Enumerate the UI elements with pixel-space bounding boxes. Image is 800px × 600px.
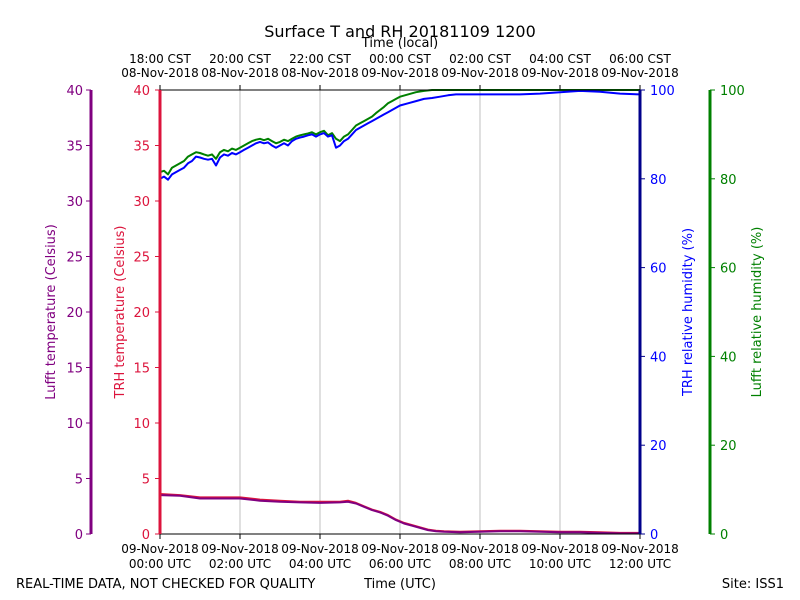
bottom-tick-label-date: 09-Nov-2018 [601, 542, 679, 556]
axis-lufft-rh: 0 20 40 60 80 100 Lufft relative humidity (%) [708, 84, 765, 543]
axis-trh-temp: 0 5 10 15 20 25 30 35 40 TRH temperature (Celsius… [113, 84, 162, 543]
top-axis-label: Time (local) [361, 36, 438, 51]
trh-rh-tick-label: 60 [650, 262, 667, 277]
top-tick-label-time: 02:00 CST [449, 52, 511, 66]
top-tick-label-time: 20:00 CST [209, 52, 271, 66]
lufft-temp-tick-label: 40 [66, 84, 83, 99]
trh-temp-tick-label: 5 [142, 473, 150, 488]
lufft-temp-tick-label: 15 [66, 362, 83, 377]
bottom-tick-label-date: 09-Nov-2018 [441, 542, 519, 556]
lufft-temp-tick-label: 0 [75, 528, 83, 543]
lufft-temp-tick-label: 35 [66, 140, 83, 155]
trh-temp-tick-label: 35 [133, 140, 150, 155]
bottom-tick-label-date: 09-Nov-2018 [521, 542, 599, 556]
trh-temp-tick-label: 0 [142, 528, 150, 543]
trh-rh-axis-label: TRH relative humidity (%) [681, 228, 696, 397]
trh-temp-axis-label: TRH temperature (Celsius) [113, 226, 128, 400]
bottom-tick-label-time: 00:00 UTC [129, 557, 191, 571]
bottom-tick-label-date: 09-Nov-2018 [281, 542, 359, 556]
lufft-temp-tick-label: 20 [66, 306, 83, 321]
bottom-tick-label-time: 06:00 UTC [369, 557, 431, 571]
bottom-tick-label-date: 09-Nov-2018 [361, 542, 439, 556]
top-tick-label-time: 00:00 CST [369, 52, 431, 66]
lufft-rh-tick-label: 80 [720, 173, 737, 188]
trh-temp-tick-label: 25 [133, 251, 150, 266]
series-trh-rh-line [159, 89, 641, 181]
series-lufft-temp-line [159, 494, 640, 535]
bottom-tick-label-date: 09-Nov-2018 [201, 542, 279, 556]
trh-temp-tick-label: 15 [133, 362, 150, 377]
lufft-rh-tick-label: 20 [720, 439, 737, 454]
bottom-tick-label-time: 08:00 UTC [449, 557, 511, 571]
lufft-temp-tick-label: 10 [66, 417, 83, 432]
top-tick-label-date: 08-Nov-2018 [281, 66, 359, 80]
trh-temp-tick-label: 20 [133, 306, 150, 321]
bottom-tick-label-time: 04:00 UTC [289, 557, 351, 571]
top-tick-label-date: 08-Nov-2018 [121, 66, 199, 80]
top-tick-label-date: 09-Nov-2018 [361, 66, 439, 80]
bottom-tick-label-date: 09-Nov-2018 [121, 542, 199, 556]
trh-rh-tick-label: 80 [650, 173, 667, 188]
bottom-axis-label: Time (UTC) [363, 577, 436, 592]
gridlines [239, 90, 561, 534]
lufft-rh-tick-label: 60 [720, 262, 737, 277]
top-tick-label-date: 09-Nov-2018 [601, 66, 679, 80]
lufft-rh-tick-label: 100 [720, 84, 745, 99]
series-layer [159, 89, 641, 535]
trh-temp-tick-label: 40 [133, 84, 150, 99]
lufft-temp-axis-label: Lufft temperature (Celsius) [44, 224, 59, 400]
top-tick-label-time: 04:00 CST [529, 52, 591, 66]
trh-temp-tick-label: 10 [133, 417, 150, 432]
top-tick-label-date: 09-Nov-2018 [441, 66, 519, 80]
axis-lufft-temp: 0 5 10 15 20 25 30 35 40 Lufft temperature (Celsi… [44, 84, 93, 543]
trh-rh-tick-label: 100 [650, 84, 675, 99]
lufft-rh-tick-label: 0 [720, 528, 728, 543]
chart-title: Surface T and RH 20181109 1200 [264, 22, 536, 41]
lufft-temp-tick-label: 30 [66, 195, 83, 210]
top-tick-label-time: 18:00 CST [129, 52, 191, 66]
trh-rh-tick-label: 0 [650, 528, 658, 543]
lufft-temp-tick-label: 5 [75, 473, 83, 488]
top-tick-label-time: 06:00 CST [609, 52, 671, 66]
quality-disclaimer: REAL-TIME DATA, NOT CHECKED FOR QUALITY [16, 577, 315, 592]
lufft-temp-tick-label: 25 [66, 251, 83, 266]
bottom-tick-label-time: 02:00 UTC [209, 557, 271, 571]
lufft-rh-tick-label: 40 [720, 350, 737, 365]
trh-temp-tick-label: 30 [133, 195, 150, 210]
bottom-tick-label-time: 12:00 UTC [609, 557, 671, 571]
top-tick-label-date: 09-Nov-2018 [521, 66, 599, 80]
trh-rh-tick-label: 20 [650, 439, 667, 454]
lufft-rh-axis-label: Lufft relative humidity (%) [750, 227, 765, 398]
top-tick-label-time: 22:00 CST [289, 52, 351, 66]
bottom-tick-label-time: 10:00 UTC [529, 557, 591, 571]
trh-rh-tick-label: 40 [650, 350, 667, 365]
top-tick-label-date: 08-Nov-2018 [201, 66, 279, 80]
axes-layer: 0 5 10 15 20 25 30 35 40 Lufft temperature (Celsi… [44, 84, 765, 543]
axis-trh-rh: 0 20 40 60 80 100 TRH relative humidity (%) [638, 84, 696, 543]
site-label: Site: ISS1 [722, 577, 784, 592]
